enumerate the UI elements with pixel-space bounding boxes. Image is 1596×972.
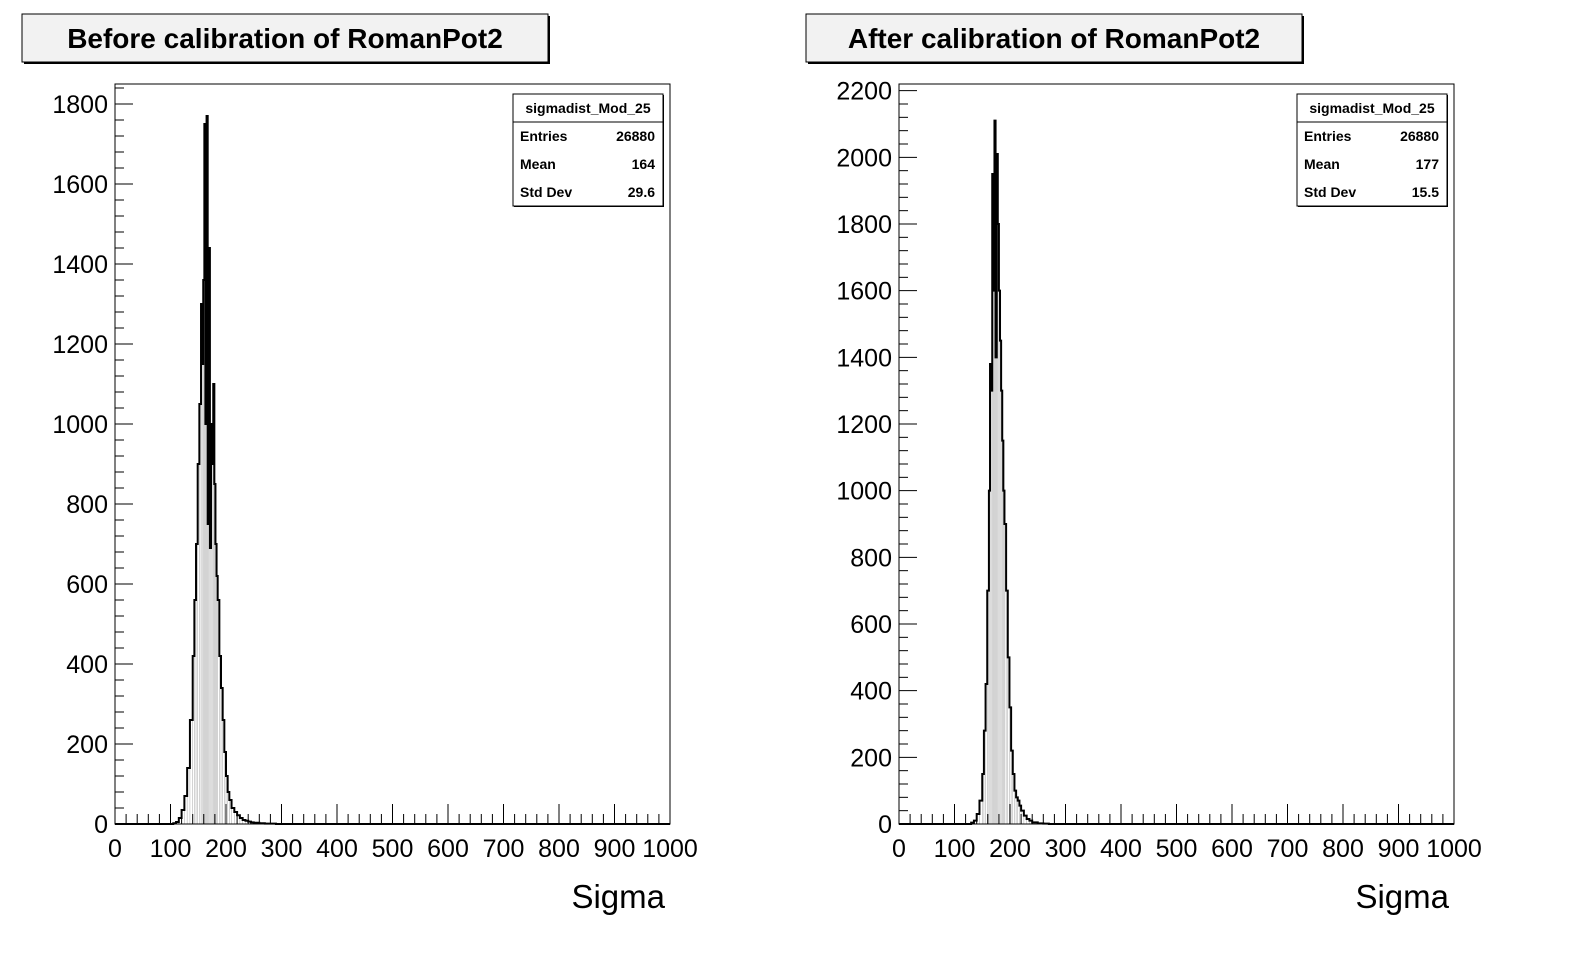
x-tick-label: 300: [261, 835, 303, 863]
y-tick-label: 1000: [52, 411, 108, 439]
y-tick-label: 400: [850, 678, 892, 706]
y-tick-label: 1600: [52, 171, 108, 199]
y-tick-label: 1200: [836, 411, 892, 439]
stats-std-dev-value: 29.6: [628, 184, 655, 200]
stats-box: [512, 93, 664, 207]
y-tick-label: 200: [66, 731, 108, 759]
x-tick-label: 800: [1322, 835, 1364, 863]
x-tick-label: 200: [205, 835, 247, 863]
x-tick-label: 400: [1100, 835, 1142, 863]
stats-mean-value: 177: [1416, 156, 1440, 172]
title-box: [21, 13, 549, 63]
x-tick-label: 300: [1045, 835, 1087, 863]
x-tick-label: 0: [108, 835, 122, 863]
y-tick-label: 800: [66, 491, 108, 519]
stats-std-dev-label: Std Dev: [520, 184, 572, 200]
y-tick-label: 1200: [52, 331, 108, 359]
y-tick-label: 2200: [836, 78, 892, 106]
chart-panel-1: Before calibration of RomanPot2 0 100 200 30…: [21, 13, 698, 915]
x-axis-title: Sigma: [1355, 878, 1449, 915]
x-tick-label: 900: [1378, 835, 1420, 863]
stats-entries-label: Entries: [1304, 128, 1352, 144]
x-tick-label: 700: [483, 835, 525, 863]
y-tick-label: 200: [850, 744, 892, 772]
stats-name: sigmadist_Mod_25: [1309, 100, 1434, 116]
chart-title: Before calibration of RomanPot2: [67, 23, 503, 54]
y-tick-label: 2000: [836, 144, 892, 172]
y-tick-label: 1400: [52, 251, 108, 279]
histogram-series-1: [899, 119, 1454, 825]
y-tick-label: 600: [850, 611, 892, 639]
x-tick-label: 0: [892, 835, 906, 863]
stats-entries-value: 26880: [616, 128, 655, 144]
y-tick-label: 600: [66, 571, 108, 599]
histogram-series-1: [115, 115, 670, 825]
x-tick-label: 700: [1267, 835, 1309, 863]
x-tick-label: 500: [372, 835, 414, 863]
y-tick-label: 1800: [52, 91, 108, 119]
y-tick-label: 0: [94, 811, 108, 839]
x-tick-label: 1000: [1426, 835, 1482, 863]
stats-std-dev-label: Std Dev: [1304, 184, 1356, 200]
y-tick-label: 1600: [836, 278, 892, 306]
stats-entries-value: 26880: [1400, 128, 1439, 144]
x-tick-label: 100: [150, 835, 192, 863]
stats-entries-label: Entries: [520, 128, 568, 144]
y-tick-label: 1000: [836, 478, 892, 506]
title-box: [805, 13, 1303, 63]
y-tick-label: 1400: [836, 344, 892, 372]
stats-mean-label: Mean: [1304, 156, 1340, 172]
x-tick-label: 1000: [642, 835, 698, 863]
x-tick-label: 200: [989, 835, 1031, 863]
x-tick-label: 600: [427, 835, 469, 863]
y-tick-label: 1800: [836, 211, 892, 239]
x-axis-title: Sigma: [571, 878, 665, 915]
y-tick-label: 400: [66, 651, 108, 679]
x-tick-label: 400: [316, 835, 358, 863]
x-tick-label: 800: [538, 835, 580, 863]
y-tick-label: 800: [850, 544, 892, 572]
stats-box: [1296, 93, 1448, 207]
stats-mean-label: Mean: [520, 156, 556, 172]
stats-name: sigmadist_Mod_25: [525, 100, 650, 116]
stats-std-dev-value: 15.5: [1412, 184, 1439, 200]
x-tick-label: 100: [934, 835, 976, 863]
y-tick-label: 0: [878, 811, 892, 839]
x-tick-label: 600: [1211, 835, 1253, 863]
x-tick-label: 900: [594, 835, 636, 863]
x-tick-label: 500: [1156, 835, 1198, 863]
stats-mean-value: 164: [632, 156, 656, 172]
chart-panel-2: After calibration of RomanPot2 0 100 200 300…: [805, 13, 1482, 915]
chart-title: After calibration of RomanPot2: [848, 23, 1260, 54]
